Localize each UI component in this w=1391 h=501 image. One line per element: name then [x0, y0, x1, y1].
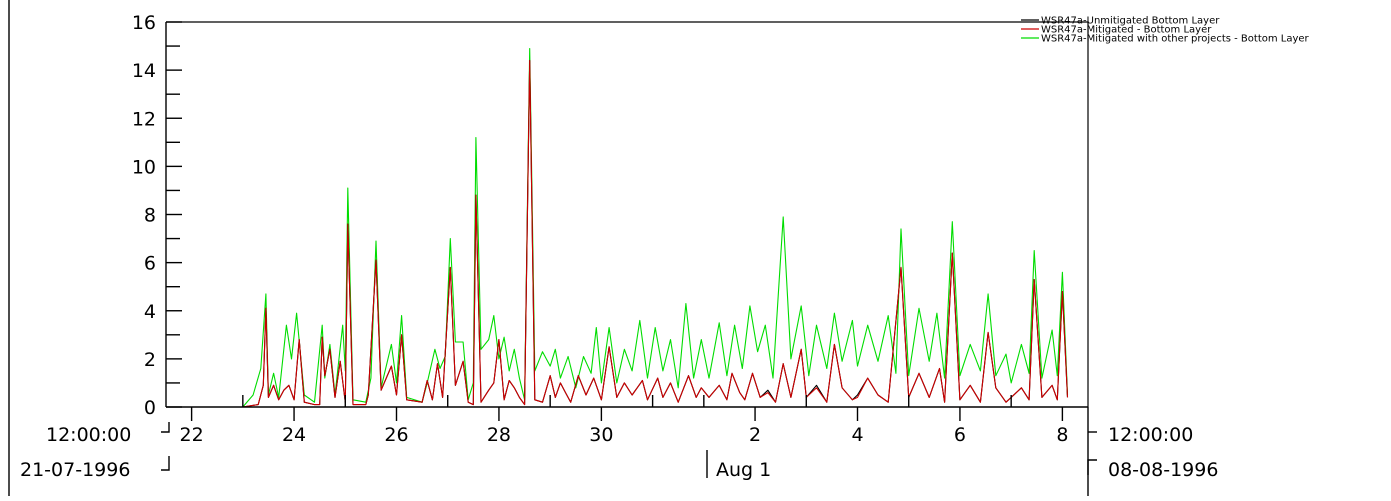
start-time-label: 12:00:00: [46, 424, 131, 446]
series-layer: [242, 47, 1069, 408]
series-line-3: [242, 47, 1069, 408]
y-tick-label: 6: [144, 253, 156, 275]
y-tick-label: 4: [144, 301, 156, 323]
legend: WSR47a-Unmitigated Bottom LayerWSR47a-Mi…: [1021, 16, 1310, 45]
end-date-bracket: [1087, 459, 1097, 475]
x-tick-label: 4: [851, 424, 863, 446]
x-tick-label: 30: [589, 424, 613, 446]
legend-label: WSR47a-Unmitigated Bottom Layer: [1041, 16, 1220, 27]
series-line-2: [242, 59, 1069, 408]
end-time-label: 12:00:00: [1108, 424, 1193, 446]
start-date-label: 21-07-1996: [20, 459, 130, 481]
x-tick-label: 24: [282, 424, 306, 446]
month-label: Aug 1: [716, 459, 771, 481]
y-tick-label: 0: [144, 397, 156, 419]
series-line-1: [242, 59, 1069, 408]
x-tick-label: 22: [180, 424, 204, 446]
plot-frame-layer: [166, 21, 1089, 407]
start-time-bracket: [161, 422, 170, 433]
x-tick-label: 2: [749, 424, 761, 446]
x-tick-label: 28: [487, 424, 511, 446]
y-tick-label: 16: [132, 12, 156, 34]
y-tick-label: 12: [132, 108, 156, 130]
x-tick-label: 8: [1056, 424, 1068, 446]
x-tick-label: 6: [954, 424, 966, 446]
legend-label: WSR47a-Mitigated - Bottom Layer: [1041, 25, 1212, 36]
plot-frame: [166, 21, 1089, 407]
x-tick-label: 26: [384, 424, 408, 446]
legend-label: WSR47a-Mitigated with other projects - B…: [1041, 34, 1310, 45]
end-date-label: 08-08-1996: [1108, 459, 1218, 481]
y-tick-label: 8: [144, 205, 156, 227]
y-tick-label: 2: [144, 349, 156, 371]
start-date-bracket: [161, 456, 170, 471]
y-tick-label: 14: [132, 60, 156, 82]
y-tick-label: 10: [132, 156, 156, 178]
